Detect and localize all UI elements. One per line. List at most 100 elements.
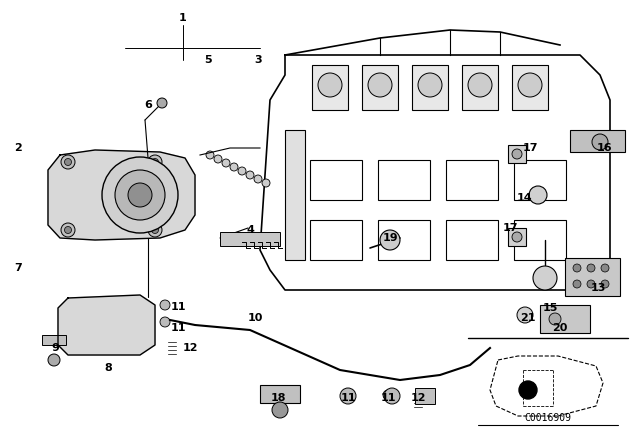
Bar	[378, 160, 430, 200]
Text: 18: 18	[270, 393, 285, 403]
Circle shape	[343, 390, 353, 400]
Circle shape	[148, 155, 162, 169]
Circle shape	[468, 73, 492, 97]
Bar	[378, 220, 430, 260]
Bar	[310, 160, 362, 200]
Text: 8: 8	[104, 363, 112, 373]
Text: 10: 10	[247, 313, 262, 323]
Text: 16: 16	[597, 143, 613, 153]
Bar	[514, 160, 566, 200]
Circle shape	[152, 227, 159, 233]
Circle shape	[601, 280, 609, 288]
Circle shape	[272, 402, 288, 418]
Circle shape	[587, 264, 595, 272]
Circle shape	[368, 73, 392, 97]
Circle shape	[160, 300, 170, 310]
Bar	[508, 228, 526, 246]
Circle shape	[601, 264, 609, 272]
Text: 19: 19	[382, 233, 398, 243]
Circle shape	[65, 159, 72, 165]
Bar	[42, 335, 66, 345]
Text: 17: 17	[522, 143, 538, 153]
Text: 4: 4	[246, 225, 254, 235]
Text: 11: 11	[380, 393, 396, 403]
Bar	[446, 160, 498, 200]
Circle shape	[61, 223, 75, 237]
Bar	[220, 232, 280, 246]
Text: 13: 13	[590, 283, 605, 293]
Circle shape	[380, 230, 400, 250]
Circle shape	[384, 388, 400, 404]
Text: C0016909: C0016909	[525, 413, 572, 423]
Text: 1: 1	[179, 13, 187, 23]
Bar	[415, 388, 435, 404]
Circle shape	[340, 388, 356, 404]
Bar	[310, 220, 362, 260]
Circle shape	[318, 73, 342, 97]
Text: 12: 12	[182, 343, 198, 353]
Text: 11: 11	[170, 302, 186, 312]
Text: 11: 11	[170, 323, 186, 333]
Bar	[412, 65, 448, 110]
Text: 17: 17	[502, 223, 518, 233]
Bar	[362, 65, 398, 110]
Text: 3: 3	[254, 55, 262, 65]
Text: 11: 11	[340, 393, 356, 403]
Text: 15: 15	[542, 303, 557, 313]
Bar	[446, 220, 498, 260]
Circle shape	[148, 223, 162, 237]
Circle shape	[592, 134, 608, 150]
Circle shape	[418, 73, 442, 97]
Text: 14: 14	[517, 193, 533, 203]
Circle shape	[383, 390, 393, 400]
Bar	[260, 385, 300, 403]
Text: 2: 2	[14, 143, 22, 153]
Circle shape	[549, 313, 561, 325]
Text: 12: 12	[410, 393, 426, 403]
Bar	[565, 258, 620, 296]
Circle shape	[222, 159, 230, 167]
Polygon shape	[48, 150, 195, 240]
Bar	[514, 220, 566, 260]
Circle shape	[48, 354, 60, 366]
Text: 6: 6	[144, 100, 152, 110]
Polygon shape	[58, 295, 155, 355]
Bar	[462, 65, 498, 110]
Text: 20: 20	[552, 323, 568, 333]
Bar	[512, 65, 548, 110]
Circle shape	[529, 186, 547, 204]
Circle shape	[206, 151, 214, 159]
Circle shape	[587, 280, 595, 288]
Circle shape	[533, 266, 557, 290]
Circle shape	[512, 149, 522, 159]
Circle shape	[65, 227, 72, 233]
Text: 7: 7	[14, 263, 22, 273]
Circle shape	[238, 167, 246, 175]
Circle shape	[160, 317, 170, 327]
Circle shape	[246, 171, 254, 179]
Circle shape	[519, 381, 537, 399]
Circle shape	[214, 155, 222, 163]
Circle shape	[157, 98, 167, 108]
Bar	[285, 130, 305, 260]
Circle shape	[152, 159, 159, 165]
Bar	[540, 305, 590, 333]
Circle shape	[61, 155, 75, 169]
Circle shape	[573, 280, 581, 288]
Circle shape	[230, 163, 238, 171]
Bar	[312, 65, 348, 110]
Circle shape	[518, 73, 542, 97]
Circle shape	[517, 307, 533, 323]
Circle shape	[262, 179, 270, 187]
Text: 5: 5	[204, 55, 212, 65]
Text: 9: 9	[51, 343, 59, 353]
Bar	[570, 130, 625, 152]
Circle shape	[128, 183, 152, 207]
Bar	[508, 145, 526, 163]
Circle shape	[254, 175, 262, 183]
Text: 21: 21	[520, 313, 536, 323]
Circle shape	[115, 170, 165, 220]
Circle shape	[512, 232, 522, 242]
Circle shape	[102, 157, 178, 233]
Circle shape	[573, 264, 581, 272]
